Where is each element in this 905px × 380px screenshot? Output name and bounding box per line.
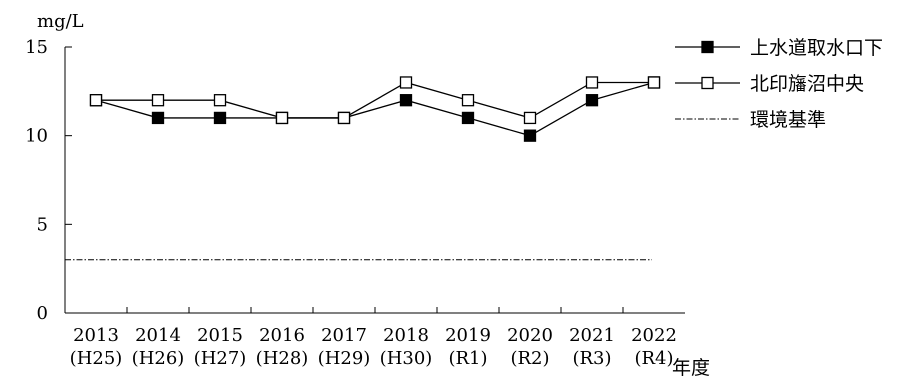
series-line [96,81,654,119]
y-tick-label: 0 [37,303,48,324]
data-point-open [399,76,413,89]
legend-marker [701,76,714,90]
data-point-open [151,94,165,107]
data-point-open [213,94,227,107]
x-tick-label: 2013 [73,325,119,346]
data-point-filled [523,129,537,142]
data-point-open [461,94,475,107]
x-tick-sublabel: (H29) [318,348,371,369]
y-tick-label: 10 [25,126,48,147]
x-tick-label: 2016 [259,325,305,346]
legend-item: 環境基準 [675,109,826,131]
x-tick-label: 2015 [197,325,243,346]
x-tick-sublabel: (R1) [448,348,487,369]
x-tick-label: 2021 [569,325,615,346]
axes [64,46,685,314]
x-tick-label: 2022 [631,325,677,346]
x-tick-sublabel: (H25) [70,348,123,369]
data-point-open [89,94,103,107]
series-1 [89,76,661,142]
data-point-open [523,111,537,125]
x-tick-label: 2017 [321,325,367,346]
legend-item: 北印旛沼中央 [675,73,864,95]
data-point-filled [399,94,413,107]
y-tick-label: 15 [25,37,48,58]
x-tick-label: 2018 [383,325,429,346]
x-tick-sublabel: (R3) [572,348,611,369]
legend-label: 環境基準 [750,109,826,131]
x-tick-labels: 2013(H25) 2014(H26) 2015(H27) 2016(H28) 2017… [70,325,677,369]
x-tick-label: 2020 [507,325,553,346]
series-group [89,76,661,142]
legend-label: 上水道取水口下 [750,37,883,59]
x-tick-label: 2019 [445,325,491,346]
data-point-open [647,76,661,89]
x-tick-sublabel: (H30) [380,348,433,369]
data-point-filled [585,94,599,107]
legend-item: 上水道取水口下 [675,37,883,59]
data-point-open [275,111,289,125]
series-line [95,81,655,137]
data-point-filled [461,111,475,125]
y-tick-labels: 0 5 10 15 [25,37,48,324]
data-point-filled [213,111,227,125]
x-tick-sublabel: (H26) [132,348,185,369]
x-tick-sublabel: (R2) [510,348,549,369]
x-axis-title: 年度 [672,357,710,379]
x-tick-sublabel: (H28) [256,348,309,369]
y-tick-label: 5 [37,214,48,235]
data-point-open [337,111,351,125]
x-tick-sublabel: (R4) [634,348,673,369]
legend-marker [701,40,714,54]
y-unit-label: mg/L [37,11,84,32]
legend-label: 北印旛沼中央 [750,73,864,95]
data-point-filled [151,111,165,125]
x-tick-label: 2014 [135,325,181,346]
x-tick-sublabel: (H27) [194,348,247,369]
series-2 [89,76,661,125]
data-point-open [585,76,599,89]
